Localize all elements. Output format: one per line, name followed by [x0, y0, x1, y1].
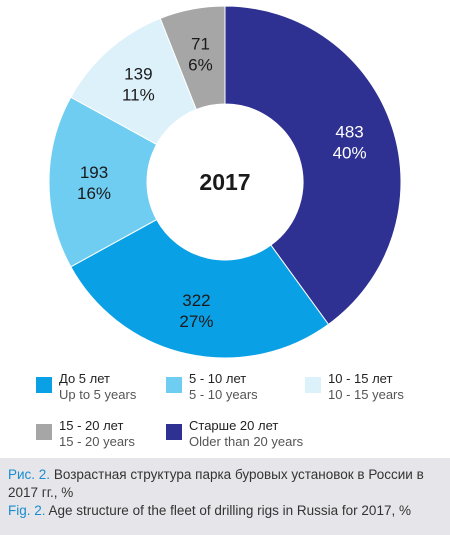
caption-en: Fig. 2. Age structure of the fleet of dr… [8, 502, 442, 520]
legend-label-ru: До 5 лет [59, 371, 110, 386]
legend-item-up-to-5: До 5 лет Up to 5 years [36, 371, 136, 403]
legend-swatch [166, 424, 182, 440]
caption-en-prefix: Fig. 2. [8, 503, 46, 518]
legend-label-en: Older than 20 years [189, 434, 304, 449]
caption-ru: Рис. 2. Возрастная структура парка буров… [8, 466, 442, 502]
donut-hole [147, 104, 303, 260]
slice-count-label: 322 [182, 291, 210, 310]
caption-ru-text: Возрастная структура парка буровых устан… [8, 467, 424, 500]
legend-label-ru: 5 - 10 лет [189, 371, 247, 386]
legend-item-10-15: 10 - 15 лет 10 - 15 years [305, 371, 404, 403]
legend-label-en: 15 - 20 years [59, 434, 135, 449]
legend-label-ru: Старше 20 лет [189, 418, 279, 433]
slice-percent-label: 27% [179, 312, 213, 331]
legend-item-older-20: Старше 20 лет Older than 20 years [166, 418, 303, 450]
legend-swatch [36, 424, 52, 440]
center-year-label: 2017 [199, 169, 250, 195]
legend-label-ru: 10 - 15 лет [328, 371, 393, 386]
legend-swatch [36, 377, 52, 393]
legend-swatch [305, 377, 321, 393]
slice-percent-label: 40% [333, 144, 367, 163]
slice-count-label: 71 [191, 34, 210, 53]
legend: До 5 лет Up to 5 years 5 - 10 лет 5 - 10… [0, 368, 450, 458]
slice-count-label: 193 [80, 163, 108, 182]
legend-label-en: 10 - 15 years [328, 387, 404, 402]
legend-label-ru: 15 - 20 лет [59, 418, 124, 433]
slice-percent-label: 6% [188, 55, 213, 74]
slice-percent-label: 16% [77, 184, 111, 203]
legend-label-en: Up to 5 years [59, 387, 137, 402]
slice-count-label: 483 [335, 123, 363, 142]
slice-count-label: 139 [124, 65, 152, 84]
donut-chart: 483 40% 322 27% 193 16% 139 11% 71 6% 2017 [48, 5, 402, 359]
caption-en-text: Age structure of the fleet of drilling r… [48, 503, 411, 518]
legend-swatch [166, 377, 182, 393]
legend-label-en: 5 - 10 years [189, 387, 258, 402]
caption-ru-prefix: Рис. 2. [8, 467, 51, 482]
slice-percent-label: 11% [122, 86, 155, 105]
legend-item-15-20: 15 - 20 лет 15 - 20 years [36, 418, 135, 450]
figure-caption: Рис. 2. Возрастная структура парка буров… [0, 458, 450, 535]
legend-item-5-10: 5 - 10 лет 5 - 10 years [166, 371, 258, 403]
